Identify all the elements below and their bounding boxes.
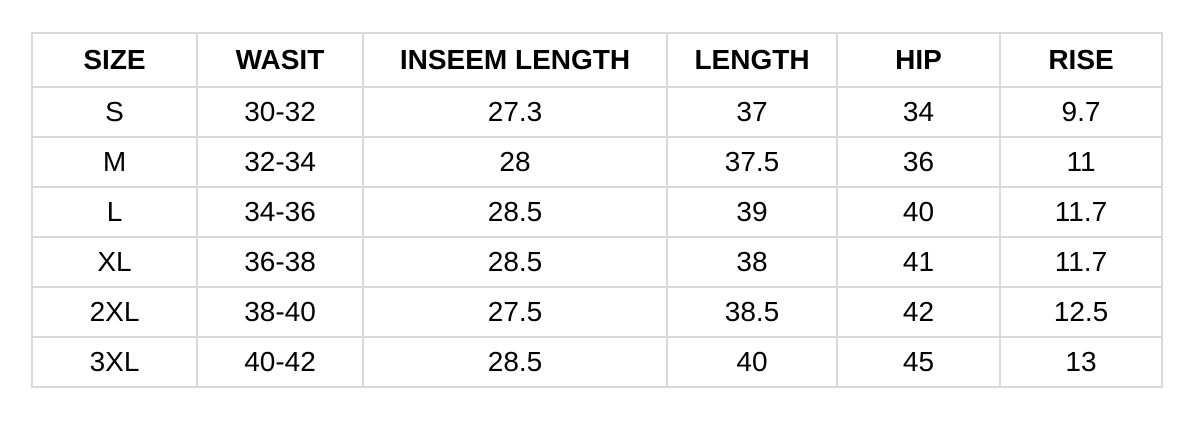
table-cell: 37 (666, 86, 838, 138)
table-cell: 11.7 (999, 236, 1163, 288)
column-header: LENGTH (666, 32, 838, 88)
table-cell: 28 (362, 136, 668, 188)
table-cell: 38.5 (666, 286, 838, 338)
table-cell: 27.5 (362, 286, 668, 338)
table-row: L 34-36 28.5 39 40 11.7 (31, 186, 1163, 238)
table-cell: 34 (836, 86, 1001, 138)
table-cell: 38-40 (196, 286, 364, 338)
table-cell: 27.3 (362, 86, 668, 138)
table-cell: 32-34 (196, 136, 364, 188)
table-cell: 11.7 (999, 186, 1163, 238)
table-cell: 40 (836, 186, 1001, 238)
table-cell: XL (31, 236, 198, 288)
table-row: XL 36-38 28.5 38 41 11.7 (31, 236, 1163, 288)
table-cell: 28.5 (362, 336, 668, 388)
table-cell: 11 (999, 136, 1163, 188)
column-header: HIP (836, 32, 1001, 88)
table-cell: 40-42 (196, 336, 364, 388)
table-cell: 30-32 (196, 86, 364, 138)
table-cell: 34-36 (196, 186, 364, 238)
table-cell: 41 (836, 236, 1001, 288)
header-row: SIZE WASIT INSEEM LENGTH LENGTH HIP RISE (31, 32, 1163, 88)
table-cell: M (31, 136, 198, 188)
table-cell: 9.7 (999, 86, 1163, 138)
table-cell: 36-38 (196, 236, 364, 288)
column-header: RISE (999, 32, 1163, 88)
column-header: WASIT (196, 32, 364, 88)
column-header: SIZE (31, 32, 198, 88)
table-cell: 28.5 (362, 236, 668, 288)
table-cell: 2XL (31, 286, 198, 338)
table-cell: 3XL (31, 336, 198, 388)
table-row: 2XL 38-40 27.5 38.5 42 12.5 (31, 286, 1163, 338)
table-cell: 28.5 (362, 186, 668, 238)
table-cell: 45 (836, 336, 1001, 388)
size-chart-table: SIZE WASIT INSEEM LENGTH LENGTH HIP RISE S 30-… (31, 32, 1163, 388)
table-cell: 37.5 (666, 136, 838, 188)
column-header: INSEEM LENGTH (362, 32, 668, 88)
table-cell: 40 (666, 336, 838, 388)
table-row: M 32-34 28 37.5 36 11 (31, 136, 1163, 188)
table-cell: L (31, 186, 198, 238)
table-cell: 39 (666, 186, 838, 238)
table-cell: 42 (836, 286, 1001, 338)
table-cell: 36 (836, 136, 1001, 188)
table-cell: 38 (666, 236, 838, 288)
table-cell: 12.5 (999, 286, 1163, 338)
table-cell: S (31, 86, 198, 138)
table-row: 3XL 40-42 28.5 40 45 13 (31, 336, 1163, 388)
table-row: S 30-32 27.3 37 34 9.7 (31, 86, 1163, 138)
table-cell: 13 (999, 336, 1163, 388)
